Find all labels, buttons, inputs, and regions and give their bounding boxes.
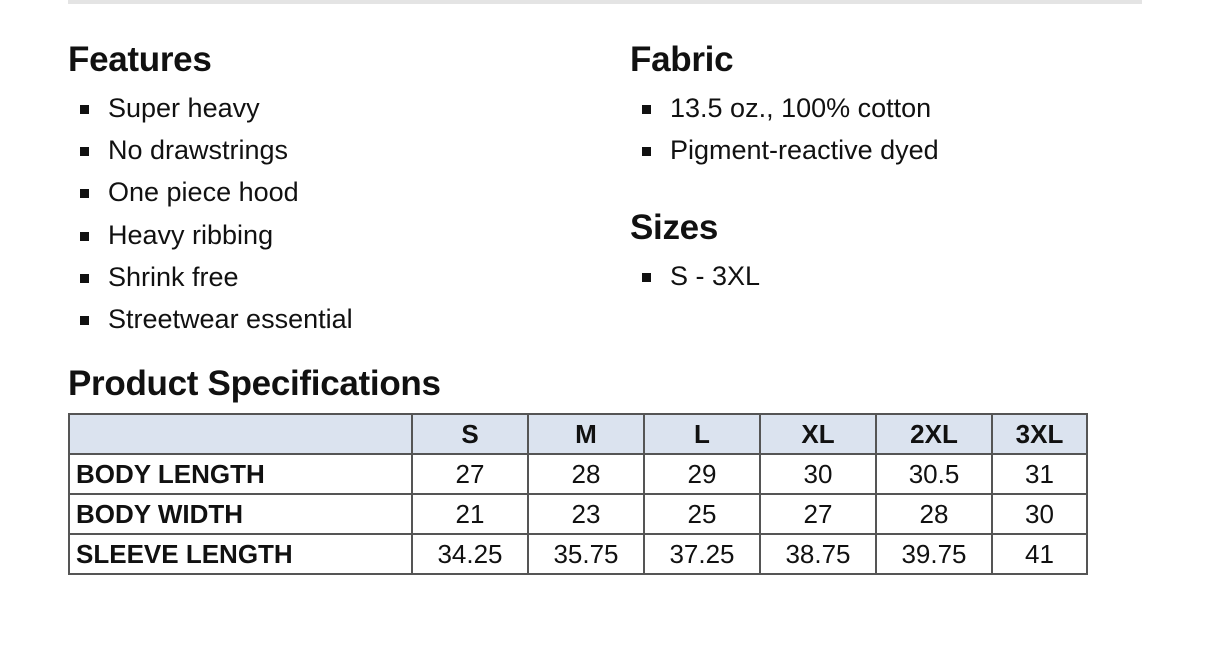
table-cell: 30 — [759, 453, 877, 495]
row-label: SLEEVE LENGTH — [68, 533, 413, 575]
row-label: BODY WIDTH — [68, 493, 413, 535]
fabric-text: 13.5 oz., 100% cotton — [670, 93, 932, 123]
row-label: BODY LENGTH — [68, 453, 413, 495]
table-cell: 30.5 — [875, 453, 993, 495]
header-cell: 2XL — [875, 413, 993, 455]
feature-text: One piece hood — [108, 177, 299, 208]
feature-text: Super heavy — [108, 93, 260, 123]
bullet-icon — [80, 147, 89, 157]
bullet-icon — [642, 105, 651, 114]
specs-heading: Product Specifications — [68, 364, 441, 403]
header-cell: M — [527, 413, 645, 455]
header-cell: S — [411, 413, 529, 455]
table-cell: 21 — [411, 493, 529, 535]
table-header-row: S M L XL 2XL 3XL — [68, 413, 1088, 455]
table-cell: 28 — [875, 493, 993, 535]
fabric-heading: Fabric — [630, 40, 734, 79]
header-cell: L — [643, 413, 761, 455]
table-row: BODY WIDTH 21 23 25 27 28 30 — [68, 493, 1088, 535]
sizes-text: S - 3XL — [670, 261, 761, 291]
table-row: SLEEVE LENGTH 34.25 35.75 37.25 38.75 39… — [68, 533, 1088, 575]
feature-text: No drawstrings — [108, 135, 289, 166]
list-item: One piece hood — [68, 171, 353, 213]
table-cell: 27 — [759, 493, 877, 535]
table-cell: 28 — [527, 453, 645, 495]
bullet-icon — [80, 189, 89, 199]
feature-text: Streetwear essential — [108, 303, 353, 334]
table-cell: 23 — [527, 493, 645, 535]
feature-text: Shrink free — [108, 261, 239, 292]
table-cell: 38.75 — [759, 533, 877, 575]
table-cell: 39.75 — [875, 533, 993, 575]
table-cell: 31 — [991, 453, 1088, 495]
table-cell: 30 — [991, 493, 1088, 535]
bullet-icon — [80, 231, 89, 241]
spec-table: S M L XL 2XL 3XL BODY LENGTH 27 28 29 30… — [68, 413, 1088, 575]
table-cell: 35.75 — [527, 533, 645, 575]
list-item: S - 3XL — [630, 255, 760, 297]
bullet-icon — [80, 315, 89, 325]
fabric-list: 13.5 oz., 100% cotton Pigment-reactive d… — [630, 87, 939, 171]
list-item: 13.5 oz., 100% cotton — [630, 87, 939, 129]
feature-text: Heavy ribbing — [108, 219, 274, 250]
list-item: Super heavy — [68, 87, 353, 129]
table-cell: 25 — [643, 493, 761, 535]
list-item: No drawstrings — [68, 129, 353, 171]
bullet-icon — [642, 147, 651, 157]
bullet-icon — [642, 273, 651, 282]
table-cell: 27 — [411, 453, 529, 495]
table-cell: 37.25 — [643, 533, 761, 575]
list-item: Streetwear essential — [68, 298, 353, 340]
list-item: Heavy ribbing — [68, 214, 353, 256]
features-list: Super heavy No drawstrings One piece hoo… — [68, 87, 353, 340]
bullet-icon — [80, 273, 89, 283]
header-cell: 3XL — [991, 413, 1088, 455]
features-heading: Features — [68, 40, 212, 79]
table-cell: 41 — [991, 533, 1088, 575]
top-divider — [68, 0, 1142, 4]
table-cell: 29 — [643, 453, 761, 495]
table-cell: 34.25 — [411, 533, 529, 575]
sizes-list: S - 3XL — [630, 255, 760, 297]
fabric-text: Pigment-reactive dyed — [670, 135, 939, 166]
header-cell: XL — [759, 413, 877, 455]
sizes-heading: Sizes — [630, 208, 718, 247]
list-item: Shrink free — [68, 256, 353, 298]
header-cell — [68, 413, 413, 455]
list-item: Pigment-reactive dyed — [630, 129, 939, 171]
bullet-icon — [80, 105, 89, 114]
table-row: BODY LENGTH 27 28 29 30 30.5 31 — [68, 453, 1088, 495]
